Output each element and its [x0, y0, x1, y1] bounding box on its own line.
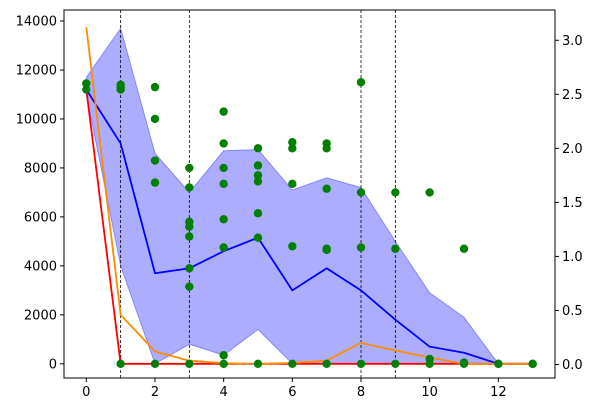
scatter-point — [116, 359, 125, 368]
y-tick-label: 2000 — [24, 308, 57, 323]
y2-tick-label: 3.0 — [562, 34, 583, 49]
scatter-point — [185, 232, 194, 241]
scatter-point — [219, 351, 228, 360]
scatter-point — [116, 85, 125, 94]
scatter-point — [185, 264, 194, 273]
x-tick-label: 2 — [151, 385, 159, 400]
scatter-point — [253, 233, 263, 242]
y2-tick-label: 0.5 — [562, 304, 583, 319]
scatter-point — [253, 209, 263, 218]
scatter-point — [356, 243, 366, 252]
scatter-point — [356, 78, 366, 87]
scatter-point — [425, 359, 434, 368]
scatter-point — [253, 359, 263, 368]
scatter-point — [185, 183, 194, 192]
y2-tick-label: 0.0 — [562, 358, 583, 373]
scatter-point — [288, 359, 297, 368]
scatter-point — [150, 156, 160, 165]
x-tick-label: 10 — [421, 385, 438, 400]
y2-tick-label: 1.5 — [562, 196, 583, 211]
scatter-point — [322, 184, 331, 193]
scatter-point — [356, 188, 366, 197]
scatter-point — [253, 177, 263, 186]
x-tick-label: 0 — [82, 385, 90, 400]
scatter-point — [150, 359, 160, 368]
y2-tick-label: 1.0 — [562, 250, 583, 265]
scatter-point — [82, 85, 91, 94]
y-tick-label: 14000 — [16, 15, 57, 30]
scatter-point — [494, 359, 503, 368]
scatter-point — [322, 144, 331, 153]
x-tick-label: 8 — [357, 385, 365, 400]
scatter-point — [425, 188, 434, 197]
scatter-point — [288, 242, 297, 251]
scatter-point — [219, 107, 228, 116]
y-tick-label: 6000 — [24, 210, 57, 225]
series-lines — [85, 27, 533, 365]
scatter-point — [459, 244, 469, 253]
plot-frame — [63, 9, 556, 379]
scatter-point — [322, 245, 331, 255]
scatter-point — [219, 179, 228, 189]
scatter-point — [185, 222, 194, 231]
x-tick-label: 12 — [490, 385, 507, 400]
scatter-point — [391, 359, 400, 368]
series-line — [85, 27, 533, 365]
scatter-point — [150, 114, 160, 124]
scatter-point — [82, 79, 91, 88]
scatter-point — [391, 188, 400, 197]
reference-lines — [120, 10, 396, 378]
scatter-point — [253, 161, 263, 170]
scatter-point — [150, 178, 160, 187]
range-band — [85, 27, 533, 365]
scatter-point — [219, 163, 228, 173]
y-axis-left: 0 2000 4000 6000 8000 10000 12000 14000 — [16, 15, 64, 372]
scatter-point — [253, 144, 263, 153]
scatter-point — [288, 179, 297, 189]
scatter-point — [356, 359, 366, 368]
scatter-point — [150, 82, 160, 92]
scatter-point — [219, 139, 228, 148]
scatter-point — [185, 282, 194, 291]
plot-area — [82, 10, 537, 378]
series-line — [85, 89, 533, 365]
scatter-point — [288, 144, 297, 153]
scatter-point — [391, 244, 400, 253]
scatter-point — [219, 359, 228, 368]
y-tick-label: 4000 — [24, 259, 57, 274]
scatter-point — [288, 138, 297, 147]
x-axis: 0 2 4 6 8 10 12 — [82, 378, 507, 400]
scatter-point — [528, 359, 537, 368]
x-tick-label: 4 — [220, 385, 228, 400]
y-axis-right: 0.0 0.5 1.0 1.5 2.0 2.5 3.0 — [555, 34, 583, 373]
scatter-points — [82, 78, 537, 368]
y-tick-label: 8000 — [24, 161, 57, 176]
series-line — [85, 89, 533, 365]
scatter-point — [219, 215, 228, 224]
scatter-point — [185, 163, 194, 173]
scatter-point — [459, 359, 469, 368]
scatter-point — [253, 171, 263, 180]
y-tick-label: 12000 — [16, 63, 57, 78]
x-tick-label: 6 — [288, 385, 296, 400]
y-tick-label: 10000 — [16, 112, 57, 127]
scatter-point — [322, 359, 331, 368]
scatter-point — [219, 243, 228, 252]
y2-tick-label: 2.5 — [562, 88, 583, 103]
y2-tick-label: 2.0 — [562, 142, 583, 157]
scatter-point — [185, 359, 194, 368]
y-tick-label: 0 — [49, 357, 57, 372]
